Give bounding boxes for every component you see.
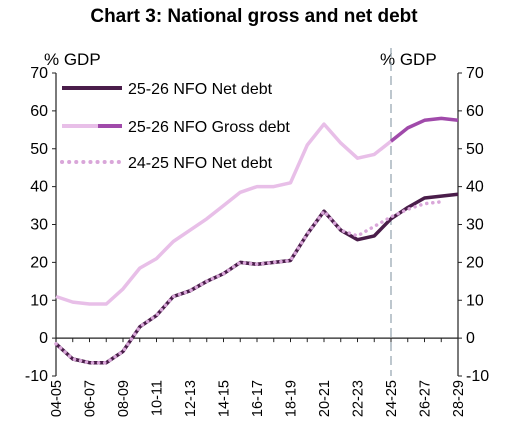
legend-label: 24-25 NFO Net debt (128, 155, 273, 172)
chart-title: Chart 3: National gross and net debt (90, 6, 418, 27)
y-tick-label-right: 60 (466, 103, 484, 120)
y-tick-label-left: 0 (39, 330, 48, 347)
series-line-gross-debt (55, 122, 393, 306)
x-tick-label: 18-19 (284, 380, 300, 417)
x-tick-label: 16-17 (250, 380, 266, 417)
y-tick-label-left: 70 (30, 65, 48, 82)
y-tick-label-right: 40 (466, 179, 484, 196)
y-tick-label-left: -10 (25, 368, 48, 385)
x-tick-label: 06-07 (83, 380, 99, 417)
x-tick-label: 24-25 (384, 380, 400, 417)
y-axis-unit-left: % GDP (44, 50, 101, 69)
x-tick-label: 08-09 (116, 380, 132, 417)
series-line-prior-net-debt (54, 200, 444, 365)
x-tick-label: 12-13 (183, 380, 199, 417)
y-tick-label-left: 40 (30, 179, 48, 196)
y-tick-label-right: 20 (466, 254, 484, 271)
y-tick-label-right: 50 (466, 141, 484, 158)
x-tick-label: 14-15 (217, 380, 233, 417)
y-tick-label-left: 20 (30, 254, 48, 271)
legend: 25-26 NFO Net debt 25-26 NFO Gross debt 24… (60, 81, 290, 172)
x-tick-label: 28-29 (451, 380, 467, 417)
y-tick-label-left: 60 (30, 103, 48, 120)
y-tick-label-right: 0 (466, 330, 475, 347)
x-tick-label: 20-21 (317, 380, 333, 417)
y-tick-label-right: 30 (466, 217, 484, 234)
series-line-net-debt (54, 192, 459, 365)
legend-label: 25-26 NFO Gross debt (128, 119, 290, 136)
x-tick-label: 26-27 (418, 380, 434, 417)
y-axis-unit-right: % GDP (380, 50, 437, 69)
x-tick-label: 10-11 (150, 380, 166, 416)
x-tick-label: 22-23 (351, 380, 367, 417)
series-line-gross-debt-projection (389, 116, 459, 143)
legend-label: 25-26 NFO Net debt (128, 81, 273, 98)
y-tick-label-left: 30 (30, 217, 48, 234)
y-tick-label-right: 70 (466, 65, 484, 82)
y-tick-label-left: 50 (30, 141, 48, 158)
y-tick-label-right: 10 (466, 292, 484, 309)
y-tick-label-left: 10 (30, 292, 48, 309)
x-tick-label: 04-05 (49, 380, 65, 417)
y-tick-label-right: -10 (466, 368, 489, 385)
